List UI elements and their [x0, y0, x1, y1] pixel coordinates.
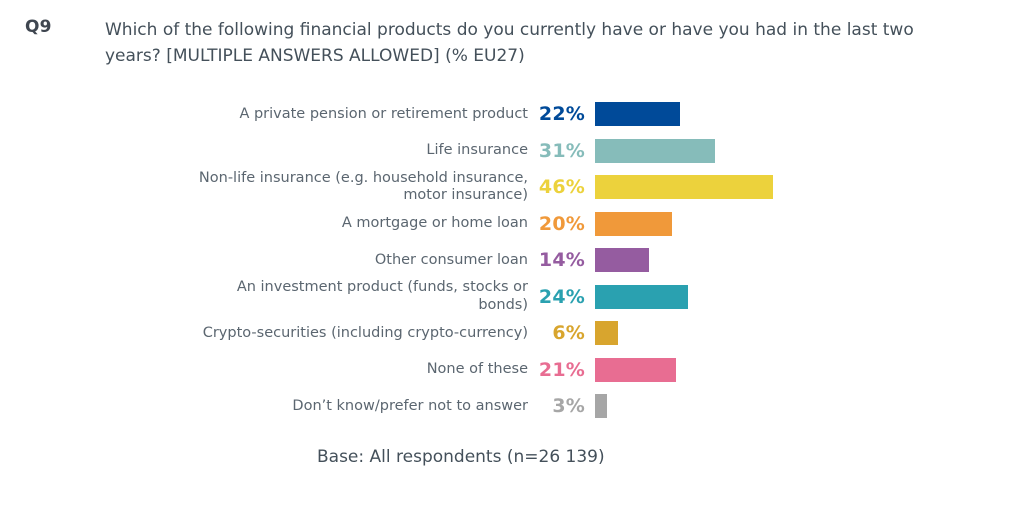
bar: [595, 321, 619, 346]
category-label: Life insurance: [426, 142, 528, 158]
bar: [595, 284, 688, 309]
bar-track: [595, 321, 795, 346]
bar: [595, 211, 673, 236]
chart-row: Don’t know/prefer not to answer 3%: [198, 388, 795, 425]
bar-track: [595, 211, 795, 236]
question-header: Q9 Which of the following financial prod…: [25, 17, 943, 69]
bar-value: 24%: [538, 285, 585, 308]
bar-value: 46%: [538, 176, 585, 199]
chart-row: Life insurance 31%: [198, 133, 795, 170]
category-label: Other consumer loan: [374, 251, 528, 268]
question-number: Q9: [25, 17, 52, 37]
category-label: A private pension or retirement product: [239, 105, 528, 122]
chart-row: Crypto-securities (including crypto-curr…: [198, 315, 795, 352]
chart-row: An investment product (funds, stocks or …: [198, 279, 795, 316]
category-label: Crypto-securities (including crypto-curr…: [202, 324, 528, 341]
bar-track: [595, 248, 795, 273]
bar-track: [595, 394, 795, 419]
bar-track: [595, 357, 795, 382]
bar: [595, 175, 774, 200]
bar-track: [595, 175, 795, 200]
category-label: Non-life insurance (e.g. household insur…: [198, 169, 528, 204]
bar-value: 3%: [552, 395, 585, 418]
chart-row: None of these 21%: [198, 352, 795, 389]
bar-chart: A private pension or retirement product …: [198, 96, 795, 425]
bar: [595, 394, 607, 419]
category-label: None of these: [426, 361, 528, 377]
bar: [595, 357, 677, 382]
bar: [595, 102, 681, 127]
bar-value: 22%: [538, 103, 585, 126]
chart-row: A private pension or retirement product …: [198, 96, 795, 133]
bar: [595, 138, 715, 163]
question-title: Which of the following financial product…: [105, 20, 914, 66]
category-label: An investment product (funds, stocks or …: [236, 279, 528, 313]
category-label: A mortgage or home loan: [341, 215, 528, 231]
chart-row: Other consumer loan 14%: [198, 242, 795, 279]
bar-track: [595, 102, 795, 127]
chart-row: A mortgage or home loan 20%: [198, 206, 795, 243]
bar-value: 21%: [538, 358, 585, 381]
base-note: Base: All respondents (n=26 139): [317, 447, 605, 467]
bar-track: [595, 284, 795, 309]
category-label: Don’t know/prefer not to answer: [292, 397, 528, 414]
bar-value: 14%: [538, 249, 585, 272]
bar-track: [595, 138, 795, 163]
bar: [595, 248, 650, 273]
bar-value: 31%: [538, 139, 585, 162]
bar-value: 20%: [538, 212, 585, 235]
chart-row: Non-life insurance (e.g. household insur…: [198, 169, 795, 206]
bar-value: 6%: [552, 322, 585, 345]
